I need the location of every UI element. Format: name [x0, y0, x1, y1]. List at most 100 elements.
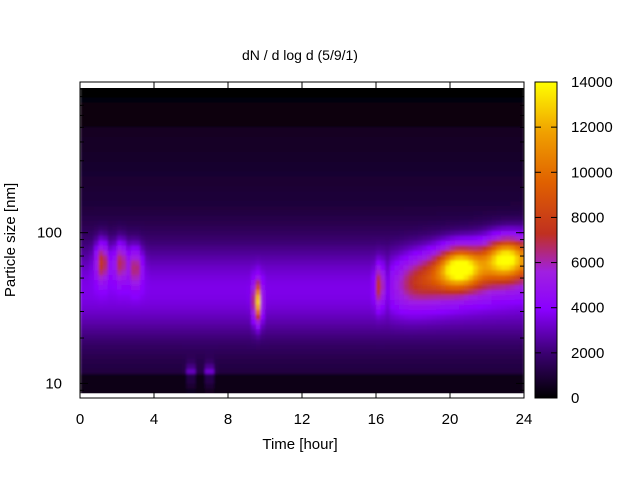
heatmap-cell	[403, 383, 409, 389]
heatmap-cell	[288, 141, 294, 147]
heatmap-cell	[89, 348, 95, 355]
heatmap-cell	[389, 259, 396, 266]
heatmap-cell	[251, 235, 257, 241]
heatmap-cell	[260, 254, 266, 261]
heatmap-cell	[80, 284, 86, 290]
heatmap-cell	[195, 141, 201, 147]
heatmap-cell	[84, 235, 90, 241]
heatmap-cell	[241, 101, 248, 108]
heatmap-cell	[297, 126, 303, 132]
heatmap-cell	[112, 146, 118, 152]
heatmap-cell	[436, 314, 442, 320]
heatmap-cell	[93, 338, 100, 345]
heatmap-cell	[348, 205, 354, 211]
heatmap-cell	[98, 230, 104, 236]
heatmap-cell	[98, 269, 104, 276]
heatmap-cell	[431, 323, 437, 330]
heatmap-cell	[274, 86, 280, 93]
heatmap-cell	[209, 205, 215, 211]
heatmap-cell	[84, 136, 90, 142]
heatmap-cell	[103, 348, 109, 355]
heatmap-cell	[352, 131, 359, 137]
heatmap-cell	[140, 86, 146, 93]
heatmap-cell	[371, 284, 377, 290]
heatmap-cell	[163, 328, 169, 335]
heatmap-cell	[352, 106, 359, 113]
heatmap-cell	[107, 323, 113, 330]
heatmap-cell	[232, 200, 238, 207]
heatmap-cell	[422, 294, 428, 300]
heatmap-cell	[371, 240, 377, 246]
heatmap-cell	[191, 338, 197, 345]
heatmap-cell	[223, 161, 229, 167]
heatmap-cell	[413, 190, 419, 197]
heatmap-cell	[422, 111, 428, 118]
heatmap-cell	[204, 314, 211, 320]
heatmap-cell	[232, 388, 238, 394]
heatmap-cell	[339, 378, 345, 384]
heatmap-cell	[311, 215, 317, 221]
heatmap-cell	[408, 165, 414, 172]
heatmap-cell	[130, 190, 137, 197]
heatmap-cell	[408, 383, 414, 389]
heatmap-cell	[255, 328, 261, 335]
heatmap-cell	[200, 294, 206, 300]
heatmap-cell	[311, 170, 317, 177]
heatmap-cell	[329, 388, 335, 394]
heatmap-cell	[172, 210, 178, 216]
heatmap-cell	[223, 170, 229, 177]
heatmap-cell	[218, 220, 224, 226]
heatmap-cell	[436, 328, 442, 335]
heatmap-cell	[306, 323, 312, 330]
heatmap-cell	[408, 284, 414, 290]
heatmap-cell	[385, 240, 391, 246]
heatmap-cell	[158, 259, 164, 266]
heatmap-cell	[417, 170, 423, 177]
heatmap-cell	[302, 116, 308, 123]
heatmap-cell	[343, 185, 349, 192]
heatmap-cell	[348, 126, 354, 132]
heatmap-cell	[339, 274, 345, 281]
heatmap-cell	[385, 279, 391, 286]
heatmap-cell	[426, 289, 433, 295]
heatmap-cell	[255, 101, 261, 108]
heatmap-cell	[348, 146, 354, 152]
heatmap-cell	[403, 353, 409, 360]
heatmap-cell	[413, 141, 419, 147]
heatmap-cell	[186, 170, 192, 177]
heatmap-cell	[209, 328, 215, 335]
heatmap-cell	[218, 175, 224, 182]
heatmap-cell	[228, 259, 234, 266]
heatmap-cell	[204, 200, 211, 207]
heatmap-cell	[172, 358, 178, 365]
heatmap-cell	[126, 136, 132, 142]
heatmap-cell	[98, 195, 104, 202]
heatmap-cell	[158, 244, 164, 251]
heatmap-cell	[89, 328, 95, 335]
heatmap-cell	[380, 141, 386, 147]
heatmap-cell	[228, 161, 234, 167]
heatmap-cell	[260, 205, 266, 211]
heatmap-cell	[186, 86, 192, 93]
heatmap-cell	[177, 383, 183, 389]
heatmap-cell	[389, 126, 396, 132]
heatmap-cell	[269, 353, 275, 360]
heatmap-cell	[154, 244, 160, 251]
heatmap-cell	[241, 161, 248, 167]
heatmap-cell	[339, 294, 345, 300]
heatmap-cell	[181, 161, 187, 167]
heatmap-cell	[228, 116, 234, 123]
heatmap-cell	[297, 205, 303, 211]
heatmap-cell	[112, 170, 118, 177]
heatmap-cell	[426, 343, 433, 350]
heatmap-cell	[334, 121, 340, 128]
heatmap-cell	[265, 190, 271, 197]
heatmap-cell	[195, 165, 201, 172]
heatmap-cell	[399, 343, 405, 350]
heatmap-cell	[283, 146, 289, 152]
heatmap-cell	[135, 165, 141, 172]
heatmap-cell	[98, 151, 104, 157]
heatmap-cell	[246, 175, 252, 182]
heatmap-cell	[255, 254, 261, 261]
heatmap-cell	[292, 373, 298, 379]
